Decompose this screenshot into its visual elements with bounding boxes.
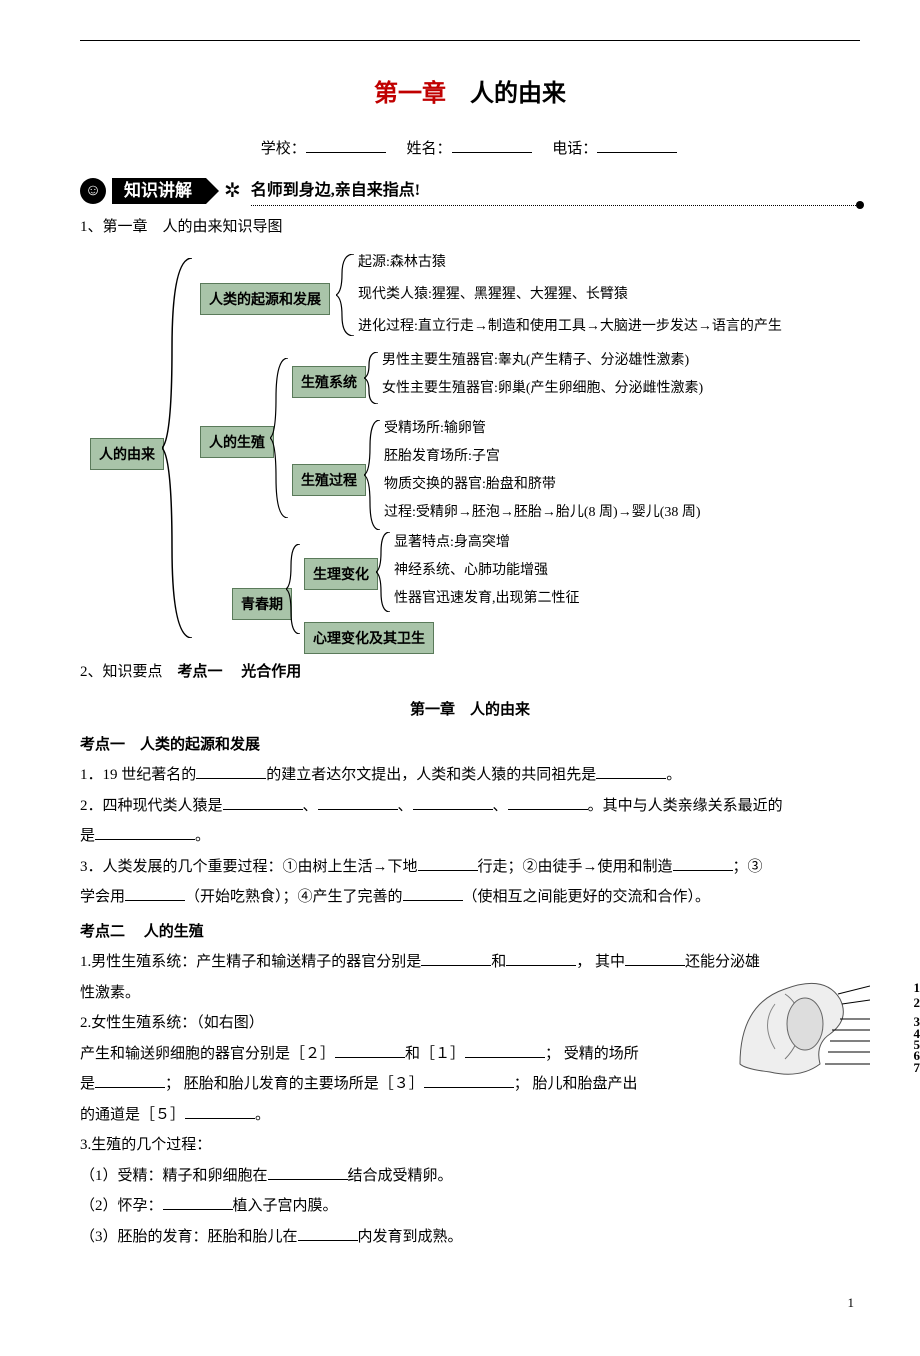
label-phone: 电话： (552, 141, 597, 157)
leaf: 胚胎发育场所:子宫 (384, 444, 500, 471)
blank[interactable] (465, 1042, 545, 1058)
blank[interactable] (95, 824, 195, 840)
leaf: 性器官迅速发育,出现第二性征 (394, 586, 580, 613)
title-red: 第一章 (374, 80, 446, 107)
line2: 2、知识要点 考点一 光合作用 (80, 658, 860, 687)
anatomy-figure: 1 2 3 4 5 6 7 (730, 964, 910, 1094)
leaf: 起源:森林古猿 (358, 250, 446, 277)
blank[interactable] (318, 794, 398, 810)
motto-text: 名师到身边,亲自来指点! (251, 176, 860, 206)
label-school: 学校： (261, 141, 306, 157)
node-b3s1: 生理变化 (304, 558, 378, 591)
section-header: ☺ 知识讲解 ✲ 名师到身边,亲自来指点! (80, 177, 860, 205)
brace-b3s1 (376, 532, 394, 612)
kp1-q2b: 是。 (80, 822, 860, 851)
leaf: 神经系统、心肺功能增强 (394, 558, 548, 585)
blank[interactable] (163, 1194, 233, 1210)
line2-text: 2、知识要点 (80, 664, 178, 680)
blank[interactable] (268, 1164, 348, 1180)
blank[interactable] (413, 794, 493, 810)
leaf: 受精场所:输卵管 (384, 416, 486, 443)
knowledge-map: 人的由来 人类的起源和发展 起源:森林古猿 现代类人猿:猩猩、黑猩猩、大猩猩、长… (80, 248, 860, 648)
anat-label: 7 (914, 1056, 920, 1081)
blank-school[interactable] (306, 137, 386, 153)
leaf: 显著特点:身高突增 (394, 530, 510, 557)
flower-icon: ✲ (224, 172, 241, 210)
blank[interactable] (673, 855, 733, 871)
title-rest: 人的由来 (446, 80, 566, 107)
kp2-q2c: 的通道是［５］。 (80, 1101, 860, 1130)
brace-b2 (270, 358, 292, 518)
leaf: 过程:受精卵→胚泡→胚胎→胎儿(8 周)→婴儿(38 周) (384, 500, 701, 527)
leaf: 女性主要生殖器官:卵巢(产生卵细胞、分泌雌性激素) (382, 376, 703, 403)
node-root: 人的由来 (90, 438, 164, 471)
blank[interactable] (418, 855, 478, 871)
leaf: 男性主要生殖器官:睾丸(产生精子、分泌雄性激素) (382, 348, 689, 375)
blank[interactable] (125, 885, 185, 901)
blank[interactable] (424, 1072, 514, 1088)
kp2-q3-3: （3）胚胎的发育：胚胎和胎儿在内发育到成熟。 (80, 1223, 860, 1252)
blank-name[interactable] (452, 137, 532, 153)
blank-phone[interactable] (597, 137, 677, 153)
node-b1: 人类的起源和发展 (200, 283, 330, 316)
kp2-q3: 3.生殖的几个过程： (80, 1131, 860, 1160)
node-b2: 人的生殖 (200, 426, 274, 459)
leaf: 物质交换的器官:胎盘和脐带 (384, 472, 556, 499)
intro-line: 1、第一章 人的由来知识导图 (80, 213, 860, 242)
brace-b1 (336, 254, 358, 336)
kp1-q3b: 学会用（开始吃熟食）；④产生了完善的（使相互之间能更好的交流和合作）。 (80, 883, 860, 912)
blank[interactable] (298, 1225, 358, 1241)
leaf: 进化过程:直立行走→制造和使用工具→大脑进一步发达→语言的产生 (358, 314, 782, 341)
student-info-line: 学校： 姓名： 电话： (80, 135, 860, 164)
node-b2s1: 生殖系统 (292, 366, 366, 399)
brace-root (162, 258, 202, 638)
kp2-head: 考点二 人的生殖 (80, 918, 860, 947)
chapter-title: 第一章 人的由来 (80, 71, 860, 117)
kp1-q3: 3．人类发展的几个重要过程：①由树上生活→下地行走；②由徒手→使用和制造；③ (80, 853, 860, 882)
ribbon-label: 知识讲解 (112, 178, 206, 204)
brace-b2s2 (364, 420, 384, 530)
blank[interactable] (596, 763, 666, 779)
line2-bold: 考点一 光合作用 (178, 664, 302, 680)
kp1-head: 考点一 人类的起源和发展 (80, 731, 860, 760)
blank[interactable] (95, 1072, 165, 1088)
blank[interactable] (185, 1103, 255, 1119)
brace-b3 (286, 544, 304, 634)
dotted-rule (251, 205, 860, 206)
blank[interactable] (223, 794, 303, 810)
kp1-q1: 1．19 世纪著名的的建立者达尔文提出，人类和类人猿的共同祖先是。 (80, 761, 860, 790)
brace-b2s1 (364, 352, 382, 404)
top-rule (80, 40, 860, 41)
smiley-icon: ☺ (80, 178, 106, 204)
label-name: 姓名： (406, 141, 451, 157)
blank[interactable] (506, 950, 576, 966)
node-b2s2: 生殖过程 (292, 464, 366, 497)
node-b3: 青春期 (232, 588, 292, 621)
leaf: 现代类人猿:猩猩、黑猩猩、大猩猩、长臂猿 (358, 282, 628, 309)
kp2-q3-2: （2）怀孕：植入子宫内膜。 (80, 1192, 860, 1221)
node-b3s2: 心理变化及其卫生 (304, 622, 434, 655)
blank[interactable] (508, 794, 588, 810)
page-number: 1 (80, 1291, 860, 1316)
blank[interactable] (403, 885, 463, 901)
kp1-q2: 2．四种现代类人猿是、、、。其中与人类亲缘关系最近的 (80, 792, 860, 821)
blank[interactable] (421, 950, 491, 966)
kp2-q3-1: （1）受精：精子和卵细胞在结合成受精卵。 (80, 1162, 860, 1191)
blank[interactable] (196, 763, 266, 779)
blank[interactable] (625, 950, 685, 966)
sub-title: 第一章 人的由来 (80, 696, 860, 725)
blank[interactable] (335, 1042, 405, 1058)
